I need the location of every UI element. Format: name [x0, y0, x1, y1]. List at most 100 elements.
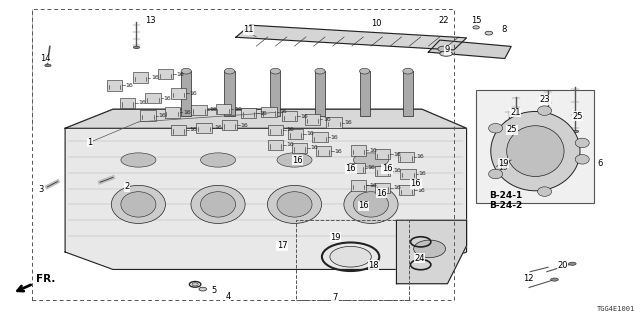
Text: 16: 16: [345, 120, 353, 125]
Ellipse shape: [413, 240, 445, 258]
Bar: [145, 93, 161, 103]
Bar: [315, 71, 325, 116]
Text: 16: 16: [310, 146, 318, 150]
Bar: [403, 71, 413, 116]
Ellipse shape: [488, 124, 502, 133]
Text: 3: 3: [38, 185, 44, 194]
Text: 16: 16: [240, 123, 248, 128]
Ellipse shape: [403, 68, 413, 74]
Ellipse shape: [473, 26, 479, 29]
Ellipse shape: [45, 64, 51, 67]
Bar: [476, 90, 594, 203]
Polygon shape: [428, 40, 511, 59]
Bar: [171, 125, 186, 135]
Ellipse shape: [353, 192, 388, 217]
Text: 12: 12: [523, 274, 533, 283]
Text: 16: 16: [286, 142, 294, 147]
Text: 23: 23: [540, 95, 550, 104]
Bar: [312, 132, 328, 142]
Ellipse shape: [181, 68, 191, 74]
Text: 16: 16: [259, 110, 267, 116]
Ellipse shape: [191, 185, 245, 223]
Bar: [108, 80, 122, 91]
Bar: [296, 220, 409, 300]
Text: 16: 16: [393, 168, 401, 173]
Text: 9: 9: [445, 45, 450, 54]
Ellipse shape: [192, 283, 198, 286]
Text: 16: 16: [189, 91, 197, 96]
Ellipse shape: [315, 68, 325, 74]
Text: 18: 18: [369, 261, 379, 270]
Text: B-24-2: B-24-2: [489, 202, 522, 211]
Text: 1: 1: [88, 138, 93, 147]
Text: 16: 16: [300, 114, 308, 119]
Text: 16: 16: [417, 188, 425, 193]
Text: 14: 14: [40, 54, 50, 63]
Text: 16: 16: [376, 189, 387, 198]
Bar: [375, 149, 390, 159]
Text: FR.: FR.: [36, 274, 56, 284]
Text: 16: 16: [419, 171, 426, 176]
Polygon shape: [65, 109, 467, 269]
Text: 13: 13: [145, 16, 156, 25]
Text: 19: 19: [330, 233, 340, 242]
Text: 16: 16: [393, 152, 401, 157]
Text: 15: 15: [471, 16, 481, 25]
Text: 16: 16: [331, 135, 339, 140]
Bar: [270, 71, 280, 116]
Polygon shape: [236, 25, 467, 50]
Text: 16: 16: [138, 100, 146, 105]
Text: 6: 6: [598, 159, 604, 168]
Bar: [32, 9, 454, 300]
Bar: [401, 169, 415, 179]
Ellipse shape: [438, 46, 449, 52]
Ellipse shape: [200, 192, 236, 217]
Bar: [216, 104, 231, 114]
Bar: [171, 88, 186, 99]
Text: 16: 16: [368, 165, 376, 171]
Bar: [351, 145, 366, 156]
Polygon shape: [65, 109, 467, 128]
Ellipse shape: [121, 153, 156, 167]
Text: 16: 16: [369, 183, 377, 188]
Text: 16: 16: [183, 110, 191, 115]
Bar: [375, 183, 390, 193]
Text: 16: 16: [125, 83, 133, 88]
Text: 16: 16: [358, 202, 369, 211]
Bar: [181, 71, 191, 116]
Text: 16: 16: [417, 154, 424, 159]
Text: 17: 17: [276, 241, 287, 250]
Text: 16: 16: [164, 96, 172, 101]
Text: 11: 11: [244, 25, 254, 35]
Text: 25: 25: [572, 112, 583, 121]
Text: 16: 16: [307, 132, 314, 137]
Bar: [225, 71, 235, 116]
Ellipse shape: [575, 155, 589, 164]
Bar: [399, 185, 414, 195]
Text: 19: 19: [498, 163, 508, 172]
Bar: [132, 72, 148, 83]
Bar: [349, 163, 365, 173]
Ellipse shape: [575, 138, 589, 148]
Bar: [158, 69, 173, 79]
Text: B-24-1: B-24-1: [489, 191, 522, 200]
Bar: [288, 129, 303, 139]
Bar: [292, 143, 307, 153]
Bar: [282, 111, 297, 121]
Ellipse shape: [538, 187, 552, 196]
Bar: [140, 110, 156, 121]
Text: 16: 16: [151, 75, 159, 80]
Text: TGG4E1001: TGG4E1001: [597, 306, 636, 312]
Ellipse shape: [485, 31, 493, 35]
Ellipse shape: [571, 130, 579, 133]
Text: 4: 4: [226, 292, 231, 301]
Text: 25: 25: [507, 125, 517, 134]
Ellipse shape: [353, 153, 388, 167]
Bar: [326, 117, 342, 128]
Bar: [196, 123, 212, 133]
Text: 7: 7: [333, 292, 338, 301]
Text: 16: 16: [382, 164, 392, 173]
Bar: [241, 108, 256, 118]
Text: 16: 16: [323, 117, 331, 122]
Text: 16: 16: [177, 72, 184, 77]
